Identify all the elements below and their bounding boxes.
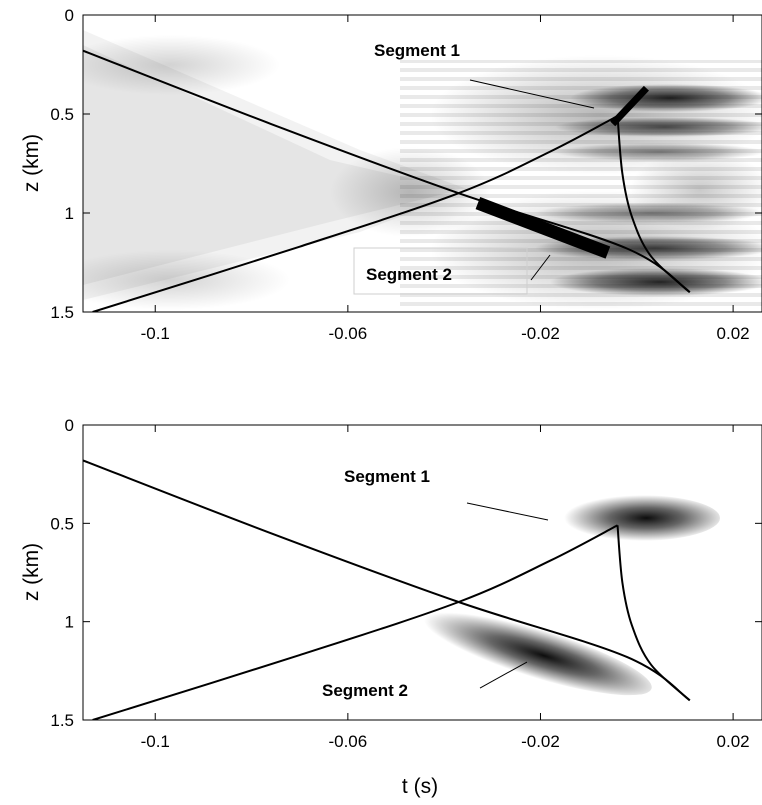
- top-heatmap: [83, 30, 762, 310]
- top-axes-frame: [82, 14, 762, 313]
- bottom-y-tick-label: 1.5: [50, 711, 74, 730]
- top-y-axis-label: z (km): [20, 134, 43, 192]
- top-caustic-curves: [83, 49, 691, 312]
- bottom-x-axis-label: t (s): [402, 775, 438, 798]
- bottom-y-axis-label: z (km): [20, 543, 43, 601]
- segment-2-blob: [412, 608, 652, 696]
- segment-2-label-bottom: Segment 2: [322, 681, 408, 700]
- segment-1-bar: [610, 85, 649, 127]
- bottom-x-tick-label: -0.1: [141, 732, 170, 751]
- bottom-curve-2: [92, 524, 618, 720]
- top-y-tick-label: 1: [65, 204, 74, 223]
- segment-2-leader-top: [530, 254, 551, 281]
- top-x-tick-label: 0.02: [717, 324, 750, 343]
- segment-1-label-bottom: Segment 1: [344, 467, 430, 486]
- top-y-tick-label: 1.5: [50, 303, 74, 322]
- top-curve-2: [92, 115, 618, 312]
- top-panel: Segment 1 Segment 2 -0.1 -0.06 -0.02 0.02 0 0…: [20, 6, 762, 343]
- segment-2-bar: [475, 197, 611, 259]
- bottom-x-tick-label: 0.02: [717, 732, 750, 751]
- top-curve-3: [616, 115, 691, 293]
- bottom-y-tick-label: 1: [65, 613, 74, 632]
- top-y-tick-label: 0: [65, 6, 74, 25]
- bottom-curve-3: [616, 525, 691, 702]
- top-ticks: -0.1 -0.06 -0.02 0.02 0 0.5 1 1.5: [50, 6, 762, 343]
- segment-1-label-top: Segment 1: [374, 41, 460, 60]
- segment-2-label-box: [353, 247, 528, 295]
- bottom-y-tick-label: 0.5: [50, 514, 74, 533]
- bottom-ticks: -0.1 -0.06 -0.02 0.02 0 0.5 1 1.5: [50, 416, 762, 751]
- bottom-x-tick-label: -0.02: [521, 732, 560, 751]
- bottom-heatmap: [412, 495, 720, 696]
- bottom-panel: Segment 1 Segment 2 -0.1 -0.06 -0.02 0.02 0 0…: [20, 416, 762, 798]
- segment-1-leader-top: [469, 79, 595, 109]
- segment-2-leader-bottom: [479, 661, 528, 689]
- bottom-curve-1: [83, 459, 691, 702]
- top-curve-1: [83, 49, 691, 294]
- segment-2-label-top: Segment 2: [366, 265, 452, 284]
- segment-1-blob: [556, 495, 720, 541]
- top-segments: [475, 85, 649, 259]
- top-x-tick-label: -0.02: [521, 324, 560, 343]
- bottom-caustic-curves: [83, 459, 691, 720]
- bottom-y-tick-label: 0: [65, 416, 74, 435]
- bottom-axes-frame: [82, 424, 762, 721]
- bottom-x-tick-label: -0.06: [328, 732, 367, 751]
- top-y-tick-label: 0.5: [50, 105, 74, 124]
- top-x-tick-label: -0.06: [328, 324, 367, 343]
- segment-1-leader-bottom: [466, 502, 549, 521]
- top-x-tick-label: -0.1: [141, 324, 170, 343]
